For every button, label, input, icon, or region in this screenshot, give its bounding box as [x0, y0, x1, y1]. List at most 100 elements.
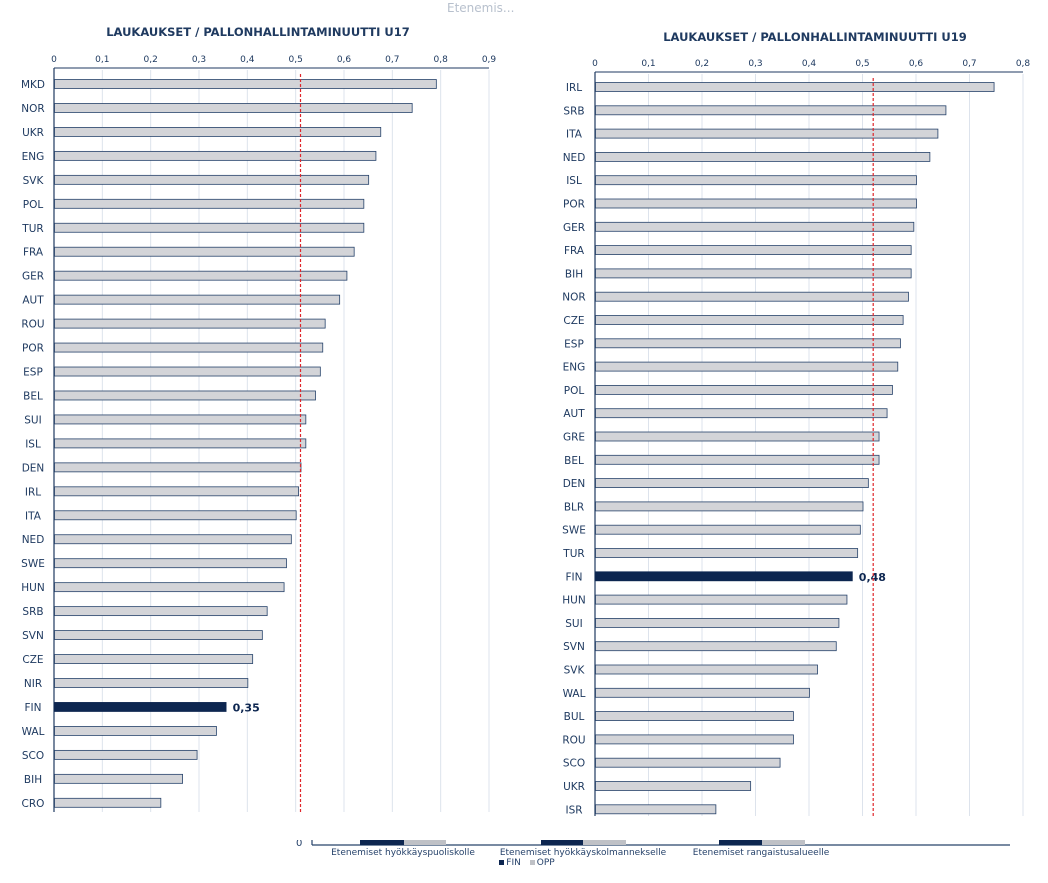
category-label: NIR: [24, 678, 42, 690]
category-label: SVK: [564, 665, 586, 677]
bar-ger: [54, 270, 348, 281]
x-tick-label: 0,1: [641, 59, 655, 69]
category-label: NOR: [562, 292, 585, 304]
background-zero-tick: 0: [296, 838, 303, 849]
category-label: SVN: [22, 630, 44, 642]
x-tick-label: 0: [51, 55, 57, 65]
category-label: WAL: [563, 688, 586, 700]
bar-nor: [54, 103, 413, 113]
category-label: NED: [22, 534, 45, 546]
category-label: AUT: [22, 295, 44, 307]
category-label: SWE: [562, 525, 586, 537]
bar-srb: [54, 606, 268, 617]
category-label: MKD: [21, 79, 45, 91]
category-label: POR: [22, 343, 44, 355]
bar-swe: [54, 558, 287, 569]
chart-title: LAUKAUKSET / PALLONHALLINTAMINUUTTI U17: [106, 25, 410, 39]
category-label: ISR: [565, 804, 582, 816]
category-label: AUT: [563, 408, 585, 420]
category-label: ESP: [564, 338, 584, 350]
category-label: BEL: [564, 455, 584, 467]
bar-svk: [54, 174, 370, 185]
bar-irl: [595, 82, 995, 92]
category-label: POL: [564, 385, 585, 397]
bar-hun: [595, 594, 848, 605]
bar-sco: [595, 757, 781, 768]
category-label: UKR: [22, 127, 44, 139]
category-label: FIN: [25, 702, 42, 714]
category-label: FIN: [566, 571, 583, 583]
x-tick-label: 0,1: [95, 55, 109, 65]
x-tick-label: 0,8: [434, 55, 449, 65]
category-label: ITA: [566, 129, 583, 141]
category-label: CRO: [22, 798, 45, 810]
bar-por: [54, 342, 324, 353]
background-category-2: Etenemiset hyökkäyskolmannekselle: [499, 848, 667, 858]
bar-wal: [595, 687, 810, 698]
bar-sui: [595, 618, 840, 628]
bar-bel: [595, 454, 880, 465]
bar-ned: [595, 151, 931, 162]
bar-isl: [595, 175, 917, 186]
background-category-3: Etenemiset rangaistusalueelle: [692, 848, 830, 858]
bar-nor: [595, 291, 909, 302]
category-label: GER: [22, 271, 44, 283]
bar-tur: [54, 222, 365, 233]
bar-sco: [54, 749, 198, 760]
bar-isl: [54, 438, 307, 449]
category-label: SRB: [563, 105, 584, 117]
category-label: CZE: [563, 315, 584, 327]
bar-nir: [54, 678, 249, 688]
category-label: ISL: [566, 175, 582, 187]
bar-eng: [595, 361, 899, 372]
x-tick-label: 0,3: [748, 59, 762, 69]
bar-esp: [54, 366, 321, 377]
background-legend: FIN OPP: [0, 858, 1048, 868]
bar-wal: [54, 726, 217, 736]
shots-per-possession-charts: LAUKAUKSET / PALLONHALLINTAMINUUTTI U17 0…: [20, 25, 1031, 817]
bar-fra: [595, 245, 912, 256]
category-label: BUL: [564, 711, 585, 723]
category-label: BEL: [23, 390, 43, 402]
x-tick-label: 0,7: [962, 59, 976, 69]
category-label: NED: [563, 152, 586, 164]
bar-aut: [595, 408, 888, 419]
bar-fin: [595, 571, 853, 582]
category-label: SWE: [21, 558, 45, 570]
bar-hun: [54, 582, 285, 593]
bar-pol: [595, 384, 893, 395]
x-tick-label: 0,2: [144, 55, 158, 65]
highlight-value-label: 0,35: [233, 701, 260, 714]
category-label: SVN: [563, 641, 585, 653]
category-label: ESP: [23, 367, 43, 379]
category-label: DEN: [563, 478, 586, 490]
bar-tur: [595, 548, 859, 558]
bar-ukr: [54, 127, 382, 137]
category-label: ENG: [563, 362, 586, 374]
bar-gre: [595, 431, 880, 442]
category-label: SVK: [23, 175, 45, 187]
bar-esp: [595, 338, 901, 349]
category-label: GER: [563, 222, 585, 234]
category-label: ENG: [22, 151, 45, 163]
x-tick-label: 0,6: [337, 55, 352, 65]
bar-ger: [595, 221, 915, 232]
bar-pol: [54, 198, 365, 209]
x-tick-label: 0,2: [695, 59, 709, 69]
bar-swe: [595, 524, 861, 535]
bar-cze: [54, 654, 254, 664]
legend-opp-label: OPP: [536, 858, 555, 868]
chart-title: LAUKAUKSET / PALLONHALLINTAMINUUTTI U19: [663, 30, 967, 44]
bar-bul: [595, 711, 794, 721]
x-tick-label: 0,7: [385, 55, 399, 65]
bar-svn: [595, 641, 837, 652]
category-label: SCO: [563, 758, 585, 770]
category-label: TUR: [21, 223, 43, 235]
category-label: ROU: [562, 734, 585, 746]
category-label: ISL: [25, 438, 41, 450]
x-tick-label: 0,8: [1016, 59, 1031, 69]
category-label: ROU: [21, 319, 44, 331]
bar-svk: [595, 664, 818, 675]
category-label: SUI: [24, 414, 41, 426]
category-label: IRL: [25, 486, 41, 498]
